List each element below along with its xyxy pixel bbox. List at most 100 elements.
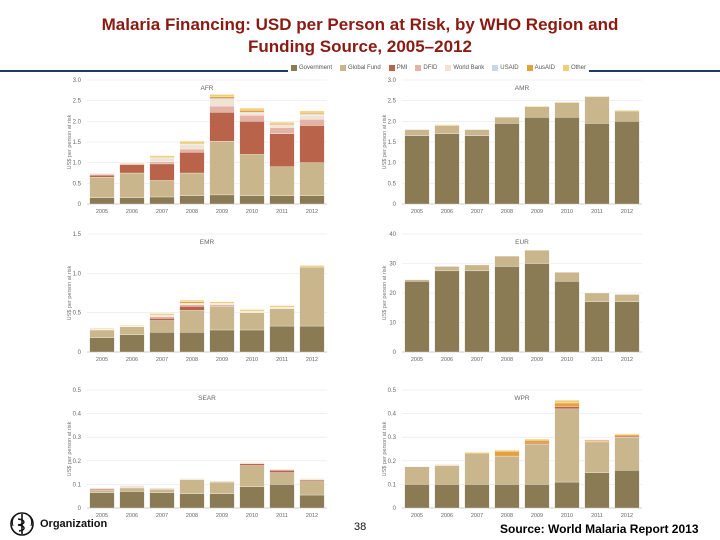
y-tick-label: 1.5 (73, 140, 82, 146)
bar-segment (269, 305, 295, 308)
bar-segment (434, 266, 460, 272)
legend-label: Government (299, 65, 333, 71)
bar-segment (404, 129, 430, 136)
bar-segment (89, 337, 115, 353)
bar-segment (434, 464, 460, 466)
y-tick-label: 3.0 (388, 78, 397, 84)
y-tick-label: 0.2 (388, 459, 397, 465)
legend-label: DFID (423, 65, 438, 71)
bar-segment (464, 264, 490, 272)
bar-segment (239, 462, 265, 464)
bar-segment (209, 329, 235, 353)
y-axis-label: US$ per person at risk (67, 265, 73, 320)
bar-segment (119, 325, 145, 327)
bar-segment (119, 485, 145, 489)
y-tick-label: 0 (78, 202, 82, 208)
bar-segment (554, 399, 580, 404)
x-tick-label: 2005 (96, 357, 108, 363)
bar-segment (239, 112, 265, 116)
x-tick-label: 2006 (126, 357, 138, 363)
bar-segment (269, 325, 295, 353)
bar-segment (239, 121, 265, 155)
bar-segment (404, 484, 430, 509)
bar-segment (269, 307, 295, 309)
y-tick-label: 1.0 (73, 271, 82, 277)
bar-segment (179, 306, 205, 311)
bar-segment (584, 292, 610, 303)
y-tick-label: 0.3 (73, 435, 82, 441)
chart-panel-amr: 0 0.5 1.0 1.5 2.0 2.5 3.0 US$ per person at ris… (382, 78, 642, 215)
bar-segment (179, 478, 205, 480)
x-tick-label: 2007 (471, 357, 483, 363)
x-tick-label: 2012 (621, 513, 633, 519)
y-tick-label: 0.5 (388, 388, 397, 394)
y-tick-label: 0.4 (73, 412, 82, 418)
bar-segment (269, 308, 295, 327)
org-label: Organization (40, 518, 108, 530)
bar-segment (179, 172, 205, 196)
bar-segment (554, 101, 580, 103)
x-tick-label: 2006 (126, 209, 138, 215)
title-line-1: Malaria Financing: USD per Person at Ris… (101, 15, 619, 34)
bar-segment (614, 437, 640, 471)
bar-segment (554, 402, 580, 407)
bar-segment (494, 255, 520, 267)
x-tick-label: 2009 (216, 209, 228, 215)
bar-segment (434, 125, 460, 134)
bar-segment (179, 304, 205, 307)
bar-segment (464, 452, 490, 454)
x-tick-label: 2012 (306, 357, 318, 363)
x-tick-label: 2008 (186, 209, 198, 215)
bar-segment (524, 105, 550, 108)
x-tick-label: 2006 (441, 513, 453, 519)
y-tick-label: 0.3 (388, 435, 397, 441)
legend-label: Other (570, 65, 586, 71)
bar-segment (179, 195, 205, 205)
x-tick-label: 2007 (156, 357, 168, 363)
bar-segment (524, 106, 550, 118)
bar-segment (119, 487, 145, 492)
x-tick-label: 2007 (156, 513, 168, 519)
bar-segment (119, 334, 145, 353)
bar-segment (614, 470, 640, 509)
page-number: 38 (354, 521, 367, 533)
bar-segment (404, 466, 430, 485)
bar-segment (524, 438, 550, 441)
y-tick-label: 0.5 (388, 181, 397, 187)
bar-segment (299, 325, 325, 353)
x-tick-label: 2010 (561, 357, 573, 363)
x-tick-label: 2010 (246, 209, 258, 215)
bar-segment (179, 301, 205, 304)
bar-segment (269, 166, 295, 196)
y-tick-label: 0.5 (73, 388, 82, 394)
bar-segment (119, 163, 145, 165)
bar-segment (269, 470, 295, 473)
bar-segment (269, 468, 295, 471)
bar-segment (299, 479, 325, 482)
bar-segment (209, 306, 235, 331)
x-tick-label: 2005 (96, 513, 108, 519)
y-tick-label: 10 (389, 321, 396, 327)
bar-segment (179, 479, 205, 494)
bar-segment (179, 493, 205, 509)
y-tick-label: 1.5 (73, 232, 82, 238)
bar-segment (494, 117, 520, 124)
y-tick-label: 1.0 (73, 161, 82, 167)
bar-segment (299, 119, 325, 126)
chart-legend: Government Global Fund PMI DFID World Bank US… (288, 63, 589, 73)
bar-segment (179, 144, 205, 150)
x-tick-label: 2011 (591, 357, 603, 363)
bar-segment (524, 250, 550, 264)
x-tick-label: 2008 (501, 513, 513, 519)
bar-segment (149, 320, 175, 333)
bar-segment (269, 127, 295, 134)
bar-segment (494, 455, 520, 485)
region-title: EUR (515, 239, 529, 246)
bar-segment (149, 488, 175, 493)
x-tick-label: 2007 (471, 513, 483, 519)
legend-entry: World Bank (445, 65, 484, 71)
x-tick-label: 2009 (531, 209, 543, 215)
x-tick-label: 2006 (441, 209, 453, 215)
y-tick-label: 0 (78, 506, 82, 512)
x-tick-label: 2006 (126, 513, 138, 519)
